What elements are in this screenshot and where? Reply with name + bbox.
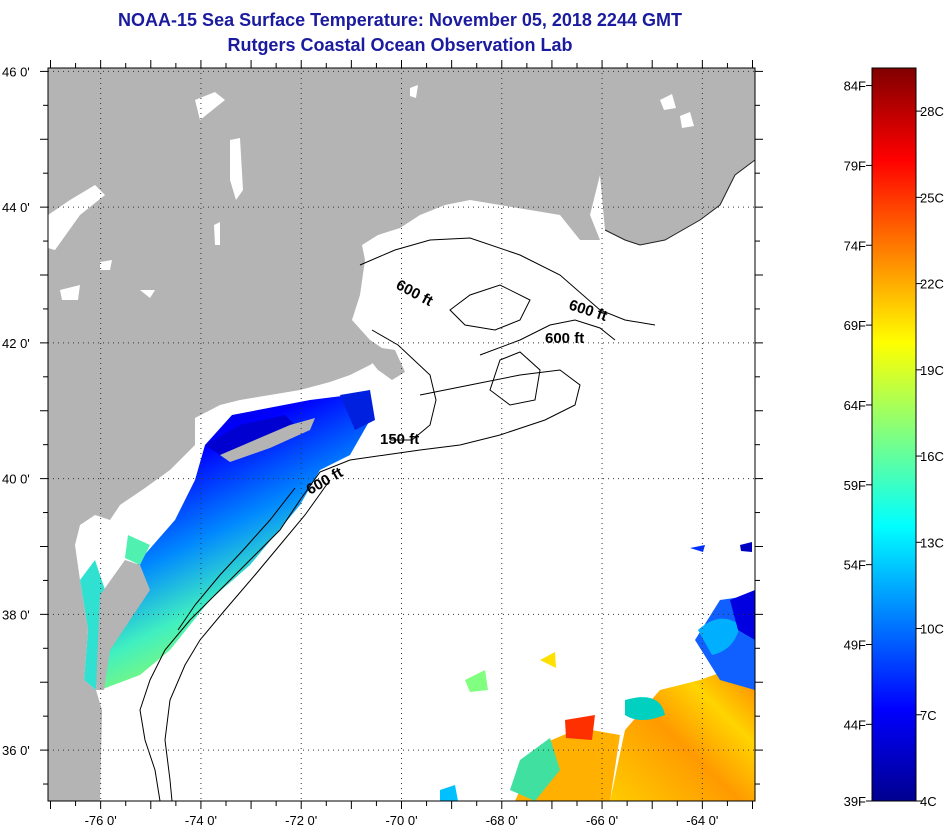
lon-label: -74 0' bbox=[185, 813, 217, 828]
lat-label: 38 0' bbox=[2, 607, 30, 622]
colorbar-c-label: 16C bbox=[920, 449, 944, 464]
land-mass bbox=[48, 68, 756, 801]
inland-water bbox=[48, 85, 694, 300]
chesapeake-bay-water bbox=[80, 560, 105, 690]
lon-label: -76 0' bbox=[85, 813, 117, 828]
colorbar-c-label: 4C bbox=[920, 794, 937, 809]
colorbar-ramp bbox=[871, 67, 917, 802]
long-island-sound-water bbox=[205, 415, 300, 455]
isobath-label-600ft-3: 600 ft bbox=[545, 330, 584, 347]
map-axes: -76 0' -74 0' -72 0' -70 0' -68 0' -66 0' -64 … bbox=[2, 60, 763, 828]
lon-label: -66 0' bbox=[586, 813, 618, 828]
lon-label: -72 0' bbox=[285, 813, 317, 828]
isobath-lines bbox=[139, 237, 656, 802]
map-subtitle: Rutgers Coastal Ocean Observation Lab bbox=[227, 35, 573, 55]
colorbar-c-label: 28C bbox=[920, 104, 944, 119]
colorbar-f-label: 59F bbox=[844, 478, 866, 493]
colorbar-f-label: 69F bbox=[844, 318, 866, 333]
lat-label: 36 0' bbox=[2, 743, 30, 758]
delaware-bay-water bbox=[125, 535, 150, 565]
colorbar-f-label: 74F bbox=[844, 238, 866, 253]
cape-cod-bay-water bbox=[340, 390, 375, 430]
graticule-gridlines bbox=[48, 68, 755, 801]
colorbar-c-label: 13C bbox=[920, 535, 944, 550]
colorbar-c-label: 22C bbox=[920, 277, 944, 292]
colorbar-f-label: 49F bbox=[844, 637, 866, 652]
lat-label: 44 0' bbox=[2, 200, 30, 215]
colorbar-c-label: 7C bbox=[920, 708, 937, 723]
lat-label: 40 0' bbox=[2, 472, 30, 487]
colorbar-f-label: 64F bbox=[844, 398, 866, 413]
colorbar-f-label: 79F bbox=[844, 158, 866, 173]
colorbar-c-label: 25C bbox=[920, 190, 944, 205]
colorbar-f-label: 84F bbox=[844, 79, 866, 94]
gulf-stream-warm-water bbox=[440, 542, 755, 801]
colorbar-c-label: 19C bbox=[920, 363, 944, 378]
isobath-label-150ft: 150 ft bbox=[380, 431, 419, 448]
lat-label: 46 0' bbox=[2, 64, 30, 79]
lon-label: -64 0' bbox=[686, 813, 718, 828]
lat-label: 42 0' bbox=[2, 336, 30, 351]
colorbar-f-label: 39F bbox=[844, 794, 866, 809]
colorbar-f-label: 44F bbox=[844, 717, 866, 732]
colorbar: 84F 79F 74F 69F 64F 59F 54F 49F 44F 39F 28C 25C 22C 1… bbox=[844, 67, 944, 809]
lon-label: -70 0' bbox=[385, 813, 417, 828]
colorbar-c-label: 10C bbox=[920, 622, 944, 637]
colorbar-f-label: 54F bbox=[844, 558, 866, 573]
lon-label: -68 0' bbox=[486, 813, 518, 828]
map-title: NOAA-15 Sea Surface Temperature: Novembe… bbox=[118, 10, 682, 30]
